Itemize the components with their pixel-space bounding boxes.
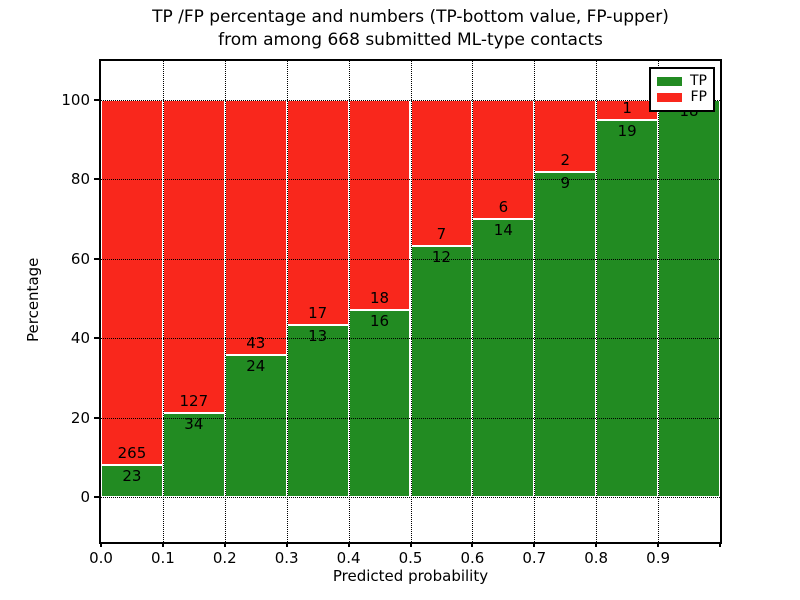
tp-count-label: 14 [493,221,513,240]
v-gridline [472,61,474,542]
tp-count-label: 19 [617,121,637,140]
v-gridline [348,61,350,542]
fp-count-label: 1 [622,98,632,117]
fp-count-label: 6 [498,198,509,217]
x-tick-label: 0.1 [150,549,175,567]
tp-bar-segment [534,172,597,497]
tp-legend-swatch [657,77,682,86]
x-tick [161,542,164,547]
fp-count-label: 2 [560,151,571,170]
y-tick-label: 20 [70,408,90,427]
tp-count-label: 23 [122,467,142,486]
tp-count-label: 16 [370,312,390,331]
x-tick-label: 0.2 [212,549,237,567]
fp-bar-segment [224,100,287,355]
y-tick [94,99,99,101]
tp-count-label: 9 [560,174,571,193]
x-tick-label: 0.8 [584,549,609,567]
v-gridline [596,61,598,542]
chart-title-line2: from among 668 submitted ML-type contact… [218,30,603,50]
y-tick [94,416,99,419]
y-tick [94,337,99,340]
chart-title-line1: TP /FP percentage and numbers (TP-bottom… [152,7,669,27]
x-tick [533,542,536,547]
fp-bar-segment [410,100,473,247]
y-tick-label: 100 [61,91,90,109]
x-tick [657,542,660,547]
fp-count-label: 265 [117,444,147,463]
tp-bar-segment [101,465,163,497]
v-gridline [162,61,164,542]
v-gridline [224,61,226,542]
tp-count-label: 12 [431,248,451,267]
fp-legend-swatch [657,93,682,102]
tp-bar-segment [658,100,720,497]
x-tick-label: 0.5 [398,549,423,567]
y-axis-label: Percentage [24,257,42,342]
tp-bar-segment [596,119,659,497]
x-tick-label: 0.7 [522,549,547,567]
x-tick [719,542,721,547]
chart-title: TP /FP percentage and numbers (TP-bottom… [99,6,722,52]
v-gridline [658,61,660,542]
x-tick [223,542,226,547]
x-tick [100,542,102,547]
fp-count-label: 127 [179,392,209,411]
tp-bar-segment [224,354,287,497]
y-tick [94,496,99,498]
y-tick [94,178,99,181]
x-tick [409,542,412,547]
legend: TP FP [649,67,715,112]
tp-count-label: 34 [184,415,204,434]
legend-label-tp: TP [690,73,707,89]
x-tick-label: 0.6 [460,549,485,567]
x-tick-label: 0.0 [89,549,113,567]
fp-count-label: 17 [308,303,328,322]
v-gridline [410,61,412,542]
x-axis-label: Predicted probability [332,567,489,585]
fp-bar-segment [101,100,163,466]
legend-item-fp: FP [657,90,707,105]
fp-bar-segment [348,100,411,311]
x-tick-label: 0.3 [274,549,299,567]
x-tick-label: 0.9 [646,549,671,567]
v-gridline [534,61,536,542]
tp-bar-segment [472,219,535,497]
fp-count-label: 18 [370,289,390,308]
x-tick [471,542,474,547]
fp-bar-segment [162,100,225,414]
plot-area: TP FP 2652312734432417131816712614291191… [99,59,722,544]
y-tick-label: 40 [70,329,90,348]
tp-bar-segment [286,324,349,497]
fp-count-label: 43 [246,333,266,352]
x-tick [285,542,288,547]
v-gridline [286,61,288,542]
fp-count-label: 7 [436,225,447,244]
tp-count-label: 13 [308,326,328,345]
y-tick-label: 80 [70,170,90,189]
tp-bar-segment [410,246,473,497]
y-tick-label: 0 [80,488,90,506]
tp-count-label: 24 [246,356,266,375]
fp-bar-segment [286,100,349,325]
y-tick-label: 60 [70,249,90,268]
y-tick [94,257,99,260]
legend-item-tp: TP [657,74,707,89]
legend-label-fp: FP [690,89,708,105]
x-tick-label: 0.4 [336,549,361,567]
tp-bar-segment [162,413,225,497]
x-tick [595,542,598,547]
x-tick [347,542,350,547]
